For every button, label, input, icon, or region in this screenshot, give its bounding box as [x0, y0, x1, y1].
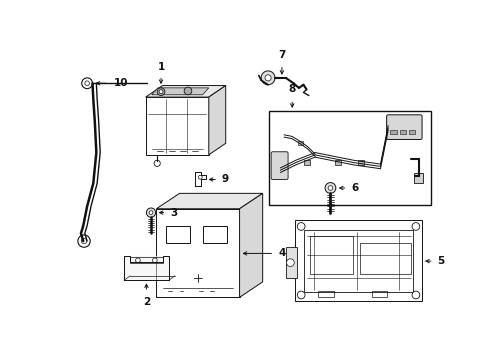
- Circle shape: [328, 186, 333, 190]
- Circle shape: [325, 183, 336, 193]
- Polygon shape: [152, 88, 209, 95]
- Bar: [372, 291, 388, 297]
- Bar: [269, 111, 431, 205]
- Circle shape: [81, 238, 87, 244]
- Polygon shape: [295, 220, 422, 301]
- Bar: [298, 141, 303, 145]
- Bar: [130, 257, 163, 264]
- Bar: [203, 226, 227, 243]
- Bar: [400, 130, 406, 134]
- Circle shape: [78, 235, 90, 247]
- Polygon shape: [156, 193, 263, 209]
- Bar: [335, 160, 341, 165]
- Bar: [391, 130, 397, 134]
- Circle shape: [412, 222, 420, 230]
- Circle shape: [198, 175, 202, 179]
- Bar: [286, 247, 296, 278]
- Polygon shape: [156, 209, 240, 297]
- Circle shape: [261, 71, 275, 85]
- Circle shape: [297, 222, 305, 230]
- Circle shape: [154, 160, 160, 166]
- FancyBboxPatch shape: [387, 115, 422, 139]
- Polygon shape: [209, 86, 226, 155]
- Bar: [358, 160, 365, 165]
- Polygon shape: [240, 193, 263, 297]
- Circle shape: [85, 81, 89, 86]
- Text: 8: 8: [289, 84, 296, 94]
- Circle shape: [184, 87, 192, 95]
- Circle shape: [82, 78, 93, 89]
- FancyBboxPatch shape: [271, 152, 288, 180]
- Polygon shape: [146, 97, 209, 155]
- Bar: [318, 291, 334, 297]
- Circle shape: [147, 208, 156, 217]
- Text: 1: 1: [157, 62, 165, 72]
- Circle shape: [287, 259, 294, 266]
- Circle shape: [157, 88, 165, 95]
- Bar: [166, 226, 190, 243]
- Circle shape: [159, 90, 163, 94]
- Polygon shape: [146, 86, 226, 97]
- Text: 6: 6: [351, 183, 359, 193]
- Circle shape: [297, 291, 305, 299]
- Text: 7: 7: [278, 50, 286, 60]
- Bar: [304, 230, 413, 292]
- Circle shape: [265, 75, 271, 81]
- Circle shape: [136, 258, 140, 263]
- Circle shape: [149, 211, 153, 215]
- Text: 2: 2: [143, 297, 150, 307]
- Circle shape: [412, 291, 420, 299]
- Text: 4: 4: [278, 248, 286, 258]
- Text: 5: 5: [438, 256, 445, 266]
- Bar: [409, 130, 415, 134]
- Circle shape: [152, 258, 157, 263]
- Text: 3: 3: [171, 208, 177, 217]
- Text: 10: 10: [114, 78, 128, 88]
- Polygon shape: [124, 256, 169, 280]
- Bar: [311, 236, 353, 274]
- Text: 9: 9: [222, 175, 229, 184]
- Bar: [361, 243, 411, 274]
- Bar: [304, 160, 311, 165]
- Bar: [414, 172, 423, 183]
